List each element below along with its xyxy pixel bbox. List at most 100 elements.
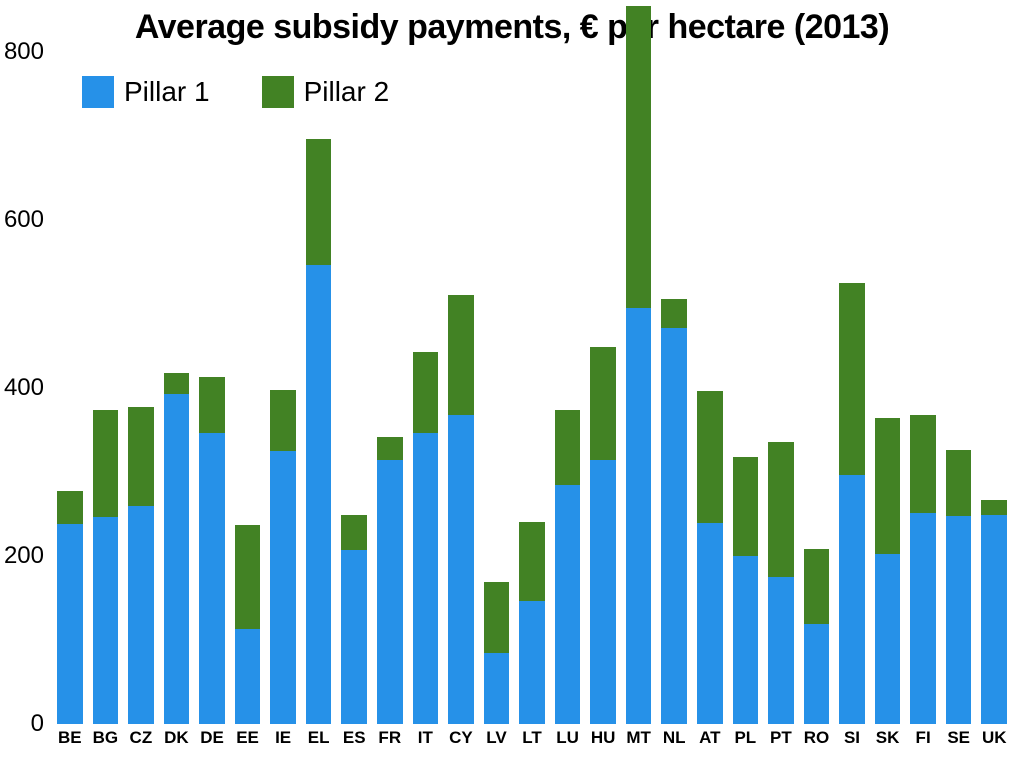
bar-seg-pillar1: [910, 513, 936, 724]
x-tick-label: BG: [93, 724, 119, 748]
x-tick-label: LV: [486, 724, 506, 748]
x-tick-label: CZ: [130, 724, 153, 748]
bar-IT: [413, 352, 439, 724]
bar-seg-pillar2: [270, 390, 296, 451]
bar-SI: [839, 283, 865, 724]
bar-seg-pillar2: [341, 515, 367, 550]
bar-seg-pillar1: [199, 433, 225, 724]
bar-LV: [484, 582, 510, 724]
bar-seg-pillar2: [946, 450, 972, 516]
bar-seg-pillar1: [377, 460, 403, 724]
bar-seg-pillar1: [946, 516, 972, 724]
bar-SK: [875, 418, 901, 724]
bar-seg-pillar2: [57, 491, 83, 525]
bar-DE: [199, 377, 225, 724]
bar-seg-pillar1: [768, 577, 794, 724]
bar-seg-pillar1: [341, 550, 367, 724]
bar-seg-pillar2: [555, 410, 581, 485]
y-tick-label: 600: [4, 206, 52, 234]
y-tick-label: 200: [4, 542, 52, 570]
bar-LU: [555, 410, 581, 724]
x-tick-label: LT: [522, 724, 542, 748]
bar-seg-pillar1: [661, 328, 687, 724]
x-tick-label: EE: [236, 724, 259, 748]
x-tick-label: LU: [556, 724, 579, 748]
bar-LT: [519, 522, 545, 724]
x-tick-label: FI: [916, 724, 931, 748]
bar-DK: [164, 373, 190, 724]
x-tick-label: BE: [58, 724, 82, 748]
bar-seg-pillar1: [981, 515, 1007, 724]
x-tick-label: FR: [378, 724, 401, 748]
x-tick-label: CY: [449, 724, 473, 748]
bar-seg-pillar2: [377, 437, 403, 461]
bar-EE: [235, 525, 261, 724]
bar-MT: [626, 6, 652, 724]
x-tick-label: MT: [626, 724, 651, 748]
bar-seg-pillar2: [661, 299, 687, 328]
x-tick-label: AT: [699, 724, 720, 748]
x-tick-label: SK: [876, 724, 900, 748]
bar-seg-pillar2: [235, 525, 261, 629]
x-tick-label: IE: [275, 724, 291, 748]
bar-seg-pillar2: [306, 139, 332, 264]
bar-seg-pillar1: [57, 524, 83, 724]
bar-seg-pillar1: [839, 475, 865, 724]
plot-area: 0200400600800BEBGCZDKDEEEIEELESFRITCYLVL…: [52, 52, 1012, 724]
bar-seg-pillar1: [626, 308, 652, 724]
bar-seg-pillar2: [128, 407, 154, 505]
bar-seg-pillar1: [413, 433, 439, 724]
x-tick-label: ES: [343, 724, 366, 748]
subsidy-chart: Average subsidy payments, € per hectare …: [0, 0, 1024, 768]
bar-seg-pillar1: [733, 556, 759, 724]
bar-seg-pillar2: [519, 522, 545, 600]
bar-NL: [661, 299, 687, 724]
bar-seg-pillar2: [697, 391, 723, 523]
bar-seg-pillar2: [626, 6, 652, 308]
bar-seg-pillar1: [128, 506, 154, 724]
bar-seg-pillar2: [768, 442, 794, 577]
bar-seg-pillar2: [413, 352, 439, 433]
bar-seg-pillar1: [519, 601, 545, 724]
bar-CY: [448, 295, 474, 724]
y-tick-label: 0: [31, 710, 52, 738]
bar-ES: [341, 515, 367, 724]
bar-seg-pillar1: [448, 415, 474, 724]
bar-seg-pillar2: [164, 373, 190, 394]
y-tick-label: 400: [4, 374, 52, 402]
bar-EL: [306, 139, 332, 724]
bar-BE: [57, 490, 83, 724]
x-tick-label: NL: [663, 724, 686, 748]
bar-seg-pillar1: [270, 451, 296, 724]
bar-UK: [981, 500, 1007, 724]
bar-seg-pillar2: [199, 377, 225, 432]
bar-seg-pillar1: [555, 485, 581, 724]
bar-PL: [733, 457, 759, 724]
bar-seg-pillar1: [306, 265, 332, 724]
x-tick-label: UK: [982, 724, 1007, 748]
bar-seg-pillar2: [839, 283, 865, 475]
x-tick-label: SI: [844, 724, 860, 748]
bar-IE: [270, 390, 296, 724]
bar-seg-pillar1: [697, 523, 723, 724]
bar-CZ: [128, 407, 154, 724]
bar-seg-pillar2: [804, 549, 830, 624]
bar-seg-pillar2: [981, 500, 1007, 515]
bar-seg-pillar1: [590, 460, 616, 724]
bar-SE: [946, 450, 972, 724]
bar-seg-pillar2: [910, 415, 936, 513]
bar-FR: [377, 437, 403, 724]
x-tick-label: DK: [164, 724, 189, 748]
bar-PT: [768, 442, 794, 724]
bar-seg-pillar2: [93, 410, 119, 518]
bar-HU: [590, 347, 616, 724]
bar-BG: [93, 410, 119, 724]
x-tick-label: PT: [770, 724, 792, 748]
x-tick-label: PL: [734, 724, 756, 748]
x-tick-label: RO: [804, 724, 830, 748]
bar-seg-pillar1: [484, 653, 510, 724]
y-tick-label: 800: [4, 38, 52, 66]
bar-seg-pillar2: [590, 347, 616, 460]
bar-seg-pillar1: [235, 629, 261, 724]
x-tick-label: SE: [947, 724, 970, 748]
